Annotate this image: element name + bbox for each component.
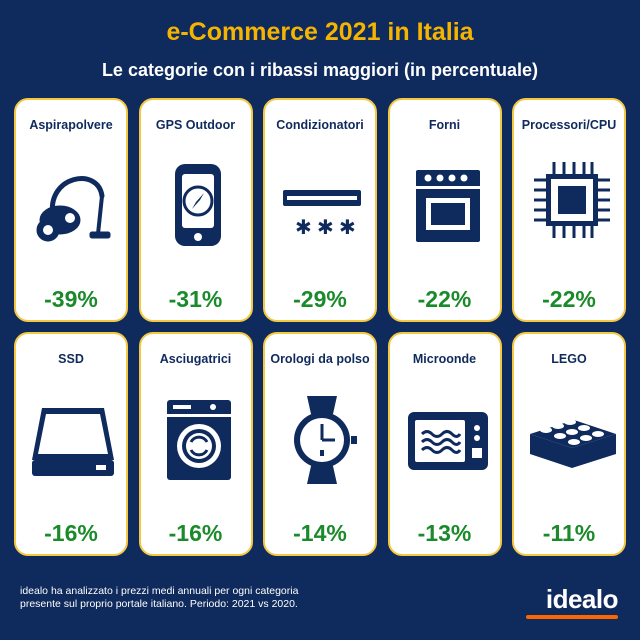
footnote-line-1: idealo ha analizzato i prezzi medi annua… (20, 585, 299, 597)
brand-logo: idealo (545, 584, 619, 614)
category-label: LEGO (551, 352, 587, 366)
footnote: idealo ha analizzato i prezzi medi annua… (20, 585, 350, 611)
chart-subtitle: Le categorie con i ribassi maggiori (in … (101, 60, 539, 80)
category-card-processori-cpu: Processori/CPU -22% (512, 98, 626, 322)
washing-machine-icon (153, 390, 243, 490)
category-value-label: -11% (542, 520, 596, 546)
category-card-orologi-da-polso: Orologi da polso -14% (263, 332, 377, 556)
category-label: Microonde (412, 352, 477, 366)
svg-text:✱: ✱ (317, 215, 334, 239)
lego-brick-icon (526, 390, 616, 490)
category-label: Processori/CPU (521, 118, 617, 132)
category-value-label: -39% (44, 286, 98, 312)
category-card-condizionatori: Condizionatori ✱ ✱ ✱ -29% (263, 98, 377, 322)
category-card-aspirapolvere: Aspirapolvere -39% (14, 98, 128, 322)
gps-device-icon (153, 156, 243, 256)
oven-icon (402, 156, 492, 256)
svg-text:✱: ✱ (339, 215, 356, 239)
footnote-line-2: presente sul proprio portale italiano. P… (20, 598, 298, 610)
category-value-label: -16% (168, 520, 223, 546)
category-card-lego: LEGO -11% (512, 332, 626, 556)
microwave-icon (402, 390, 492, 490)
brand-underline (526, 615, 618, 619)
category-value-label: -29% (293, 286, 347, 312)
category-label: Asciugatrici (159, 352, 232, 366)
vacuum-cleaner-icon (28, 156, 118, 256)
category-value-label: -13% (417, 520, 472, 546)
svg-text:✱: ✱ (295, 215, 312, 239)
category-card-forni: Forni -22% (387, 98, 502, 322)
wristwatch-icon (277, 390, 367, 490)
category-label: GPS Outdoor (155, 118, 236, 132)
category-card-microonde: Microonde -13% (387, 332, 502, 556)
category-card-ssd: SSD -16% (14, 332, 128, 556)
category-label: Forni (428, 118, 461, 132)
category-label: Aspirapolvere (29, 118, 113, 132)
category-value-label: -22% (542, 286, 596, 312)
category-value-label: -14% (293, 520, 347, 546)
category-value-label: -16% (44, 520, 98, 546)
category-label: Condizionatori (276, 118, 364, 132)
category-card-gps-outdoor: GPS Outdoor -31% (138, 98, 253, 322)
category-label: SSD (58, 352, 84, 366)
category-card-asciugatrici: Asciugatrici -16% (138, 332, 253, 556)
category-value-label: -22% (417, 286, 472, 312)
category-label: Orologi da polso (270, 352, 370, 366)
category-value-label: -31% (168, 286, 223, 312)
chart-title: e-Commerce 2021 in Italia (166, 18, 474, 46)
air-conditioner-icon: ✱ ✱ ✱ (277, 156, 367, 256)
cpu-chip-icon (526, 156, 616, 256)
ssd-drive-icon (28, 390, 118, 490)
